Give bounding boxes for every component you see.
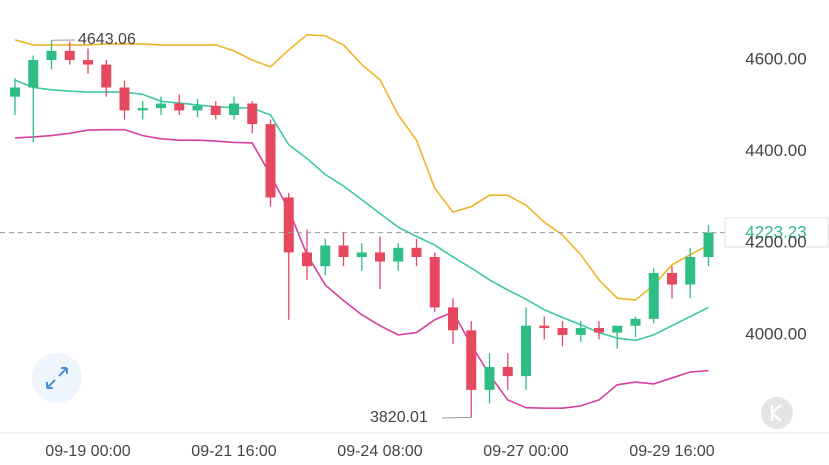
candle-body [448,307,458,331]
candle-body [174,103,185,111]
plot: 09-19 00:00 09-21 16:00 09-24 08:00 09-27 0… [0,34,725,460]
candle-body [685,257,696,285]
candle-body [283,197,294,253]
band-line [14,34,709,301]
candle-body [356,252,367,258]
candle-body [648,273,659,319]
candle-body [484,366,495,390]
candle-body [156,103,166,109]
candle-body [28,60,39,88]
candle-body [703,232,714,258]
candle-body [64,50,75,61]
candle-body [557,328,568,335]
candle-body [429,257,440,308]
band-line [14,79,709,342]
candle-body [137,108,148,111]
y-tick-label: 4200.00 [745,233,806,252]
x-tick-label: 09-19 00:00 [45,443,131,460]
candle-body [302,252,312,267]
high-label: 4643.06 [78,31,136,48]
kline-button[interactable] [761,397,793,429]
price-box [724,217,829,248]
candle-body [119,87,130,111]
candle-body [411,247,422,258]
x-tick-label: 09-29 16:00 [629,443,715,460]
candle-body [265,124,276,198]
candle-body [667,273,677,285]
candle-body [393,247,404,262]
candle-body [502,366,513,377]
candle-body [101,64,112,88]
candle-body [247,103,258,125]
candle-body [229,103,239,115]
last-price-label: 4223.23 [745,222,806,241]
candle-body [10,87,20,97]
low-label: 3820.01 [370,409,428,426]
y-tick-label: 4600.00 [745,49,806,68]
band-line [14,128,709,409]
expand-icon [46,367,68,389]
kline-icon [770,404,782,422]
candle-body [630,318,641,326]
candle-body [575,328,586,335]
candle-body [594,328,604,333]
candle-body [539,325,550,329]
x-tick-label: 09-21 16:00 [191,443,277,460]
candle-body [466,330,477,390]
x-tick-label: 09-27 00:00 [483,443,569,460]
candle-body [192,105,203,111]
candle-body [320,245,331,267]
candle-body [521,325,531,377]
y-tick-label: 4000.00 [745,324,806,343]
y-tick-label: 4400.00 [745,141,806,160]
expand-button[interactable] [32,353,82,403]
candle-body [375,252,385,262]
candle-body [46,50,57,61]
candle-body [338,245,349,258]
candle-body [210,105,221,115]
low-leader [441,416,472,419]
x-tick-label: 09-24 08:00 [337,443,423,460]
candle-body [612,325,623,333]
candle-body [83,60,93,65]
